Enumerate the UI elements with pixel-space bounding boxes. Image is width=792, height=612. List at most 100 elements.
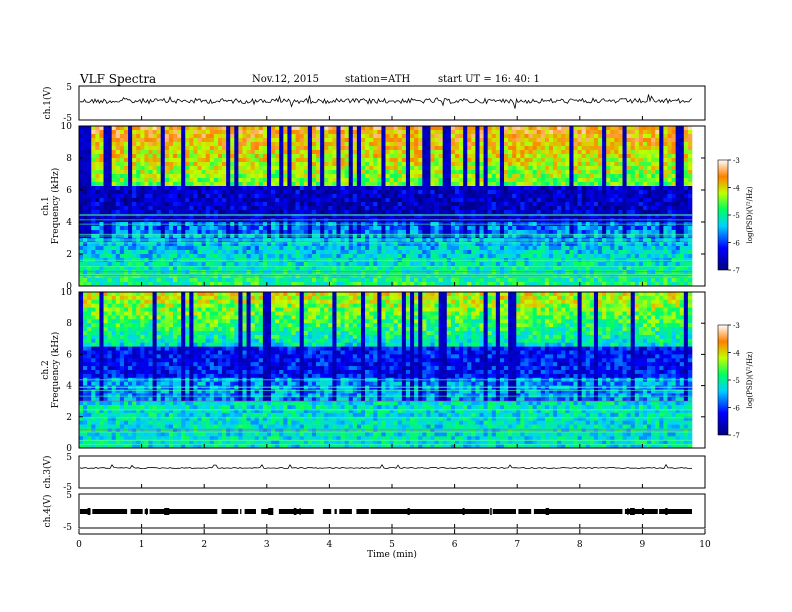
spectrogram-cell	[275, 186, 280, 191]
spectrogram-cell	[442, 206, 448, 211]
spectrogram-cell	[201, 210, 206, 215]
spectrogram-cell	[324, 158, 329, 163]
spectrogram-cell	[242, 178, 247, 183]
spectrogram-cell	[663, 190, 668, 195]
ch1-ytick-bottom: -5	[63, 114, 72, 124]
spectrogram-cell	[520, 230, 525, 235]
spectrogram-cell	[132, 162, 137, 167]
spectrogram-cell	[483, 158, 488, 163]
spectrogram-cell	[491, 190, 497, 195]
spectrogram-cell	[544, 166, 550, 171]
spectrogram-cell	[344, 194, 350, 199]
spectrogram-cell	[434, 150, 439, 155]
spectrogram-cell	[438, 250, 444, 255]
spectrogram-cell	[217, 254, 223, 259]
spectrogram-cell	[266, 202, 272, 207]
spectrogram-cell	[279, 150, 284, 155]
spectrogram-cell	[115, 194, 121, 199]
spectrogram-cell	[307, 178, 313, 183]
spectrogram-cell	[185, 210, 190, 215]
spectrogram-cell	[671, 166, 676, 171]
spectrogram-cell	[332, 146, 337, 151]
spectrogram-cell	[222, 182, 227, 187]
spectrogram-cell	[610, 242, 615, 247]
spectrogram-cell	[602, 210, 607, 215]
spectrogram-cell	[87, 126, 92, 131]
spectrogram-cell	[647, 170, 652, 175]
spectrogram-cell	[205, 246, 211, 251]
spectrogram-cell	[418, 162, 423, 167]
spectrogram-cell	[230, 194, 235, 199]
spectrogram-cell	[491, 214, 497, 219]
spectrogram-cell	[544, 214, 550, 219]
spectrogram-cell	[348, 158, 354, 163]
spectrogram-cell	[414, 230, 419, 235]
spectrogram-cell	[508, 162, 513, 167]
spectrogram-cell	[602, 226, 607, 231]
spectrogram-cell	[250, 130, 256, 135]
spectrogram-cell	[634, 170, 640, 175]
spectrogram-cell	[283, 158, 288, 163]
spectrogram-cell	[172, 194, 178, 199]
spectrogram-cell	[119, 194, 125, 199]
spectrogram-cell	[687, 154, 693, 159]
spectrogram-cell	[573, 206, 578, 211]
spectrogram-cell	[209, 230, 215, 235]
spectrogram-cell	[360, 214, 366, 219]
spectrogram-cell	[446, 194, 452, 199]
spectrogram-cell	[504, 242, 509, 247]
spectrogram-cell	[524, 198, 529, 203]
spectrogram-cell	[544, 138, 550, 143]
spectrogram-cell	[222, 134, 227, 139]
spectrogram-cell	[128, 198, 133, 203]
spectrogram-cell	[320, 210, 325, 215]
spectrogram-cell	[446, 138, 452, 143]
spectrogram-cell	[512, 214, 517, 219]
spectrogram-cell	[369, 162, 374, 167]
spectrogram-cell	[540, 250, 546, 255]
spectrogram-cell	[442, 210, 448, 215]
spectrogram-cell	[463, 158, 468, 163]
spectrogram-cell	[401, 226, 407, 231]
spectrogram-cell	[675, 158, 681, 163]
spectrogram-cell	[99, 210, 104, 215]
spectrogram-cell	[295, 178, 300, 183]
spectrogram-cell	[495, 126, 501, 131]
spectrogram-cell	[275, 202, 280, 207]
spectrogram-cell	[258, 186, 264, 191]
spectrogram-cell	[508, 142, 513, 147]
spectrogram-cell	[479, 242, 484, 247]
spectrogram-cell	[185, 242, 190, 247]
spectrogram-cell	[311, 226, 317, 231]
spectrogram-cell	[385, 134, 390, 139]
spectrogram-cell	[148, 130, 153, 135]
spectrogram-cell	[565, 138, 570, 143]
spectrogram-cell	[177, 134, 182, 139]
spectrogram-cell	[471, 230, 476, 235]
spectrogram-cell	[585, 126, 591, 131]
spectrogram-cell	[475, 206, 480, 211]
spectrogram-cell	[405, 154, 411, 159]
spectrogram-cell	[168, 178, 174, 183]
spectrogram-cell	[618, 194, 623, 199]
spectrogram-cell	[459, 214, 464, 219]
spectrogram-cell	[320, 206, 325, 211]
spectrogram-cell	[352, 126, 358, 131]
spectrogram-cell	[332, 194, 337, 199]
spectrogram-cell	[569, 126, 574, 131]
spectrogram-cell	[95, 230, 100, 235]
spectrogram-cell	[430, 214, 435, 219]
spectrogram-cell	[585, 242, 591, 247]
spectrogram-cell	[91, 158, 96, 163]
spectrogram-cell	[622, 242, 627, 247]
spectrogram-cell	[414, 250, 419, 255]
spectrogram-cell	[508, 170, 513, 175]
spectrogram-cell	[128, 150, 133, 155]
spectrogram-cell	[426, 182, 431, 187]
spectrogram-cell	[606, 162, 611, 167]
spectrogram-cell	[177, 190, 182, 195]
spectrogram-cell	[528, 154, 533, 159]
spectrogram-cell	[638, 210, 644, 215]
spectrogram-cell	[381, 130, 386, 135]
spectrogram-cell	[205, 146, 211, 151]
